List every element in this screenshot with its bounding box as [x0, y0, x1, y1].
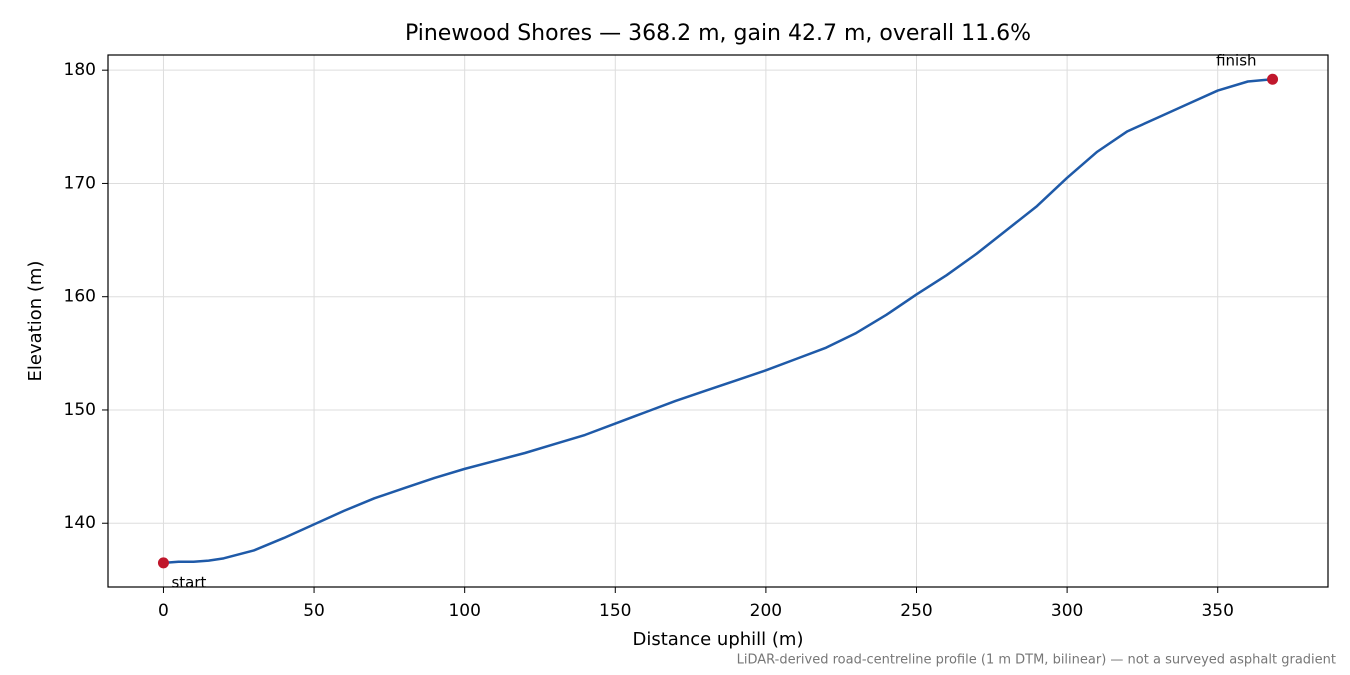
- plot-frame: [107, 54, 1329, 588]
- y-axis-label: Elevation (m): [25, 261, 46, 382]
- endpoint-label: start: [171, 573, 206, 591]
- chart-title: Pinewood Shores — 368.2 m, gain 42.7 m, …: [405, 21, 1031, 46]
- x-tick-label: 300: [1051, 601, 1083, 621]
- x-tick-label: 0: [158, 601, 169, 621]
- x-tick-label: 350: [1201, 601, 1233, 621]
- x-tick-label: 150: [599, 601, 631, 621]
- y-tick-label: 170: [64, 173, 96, 193]
- endpoint-marker: [1267, 73, 1279, 85]
- x-tick-label: 50: [303, 601, 325, 621]
- endpoint-marker: [157, 557, 169, 569]
- elevation-line: [163, 77, 1273, 565]
- x-tick-label: 100: [448, 601, 480, 621]
- y-tick-label: 180: [64, 60, 96, 80]
- x-axis-label: Distance uphill (m): [633, 629, 804, 650]
- y-tick-label: 160: [64, 287, 96, 307]
- x-tick-label: 250: [900, 601, 932, 621]
- y-tick-label: 150: [64, 400, 96, 420]
- footnote: LiDAR-derived road-centreline profile (1…: [737, 653, 1336, 668]
- y-tick-label: 140: [64, 513, 96, 533]
- endpoint-label: finish: [1216, 52, 1256, 70]
- x-tick-label: 200: [750, 601, 782, 621]
